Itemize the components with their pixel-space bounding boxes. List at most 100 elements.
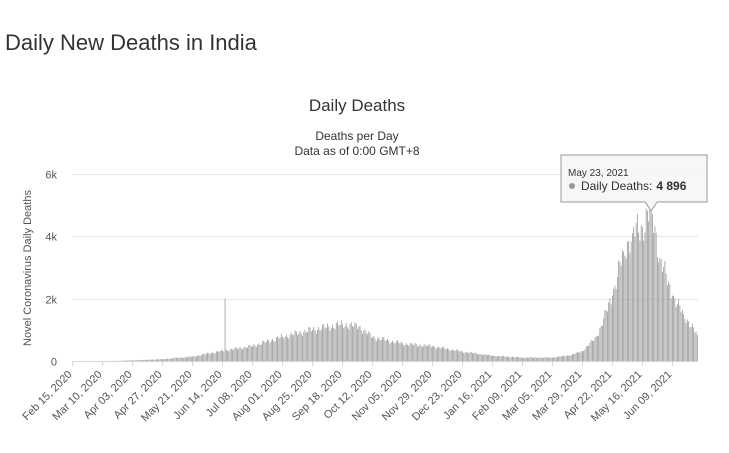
bar [227, 350, 228, 361]
bar [237, 349, 238, 361]
bar [490, 355, 492, 361]
bar [612, 295, 613, 361]
bar [200, 355, 202, 361]
bar [129, 360, 131, 361]
bar [179, 357, 181, 361]
bar [588, 345, 590, 361]
bar [138, 360, 140, 361]
bar [274, 341, 276, 361]
bar [165, 358, 167, 361]
bar [242, 349, 243, 361]
bar [132, 360, 133, 361]
bar [444, 348, 446, 361]
bar [392, 340, 393, 361]
bar [328, 326, 330, 361]
bar [154, 359, 156, 361]
bar [560, 356, 562, 361]
bar [130, 360, 132, 361]
bar [133, 360, 135, 361]
bar [530, 357, 532, 361]
bar [254, 345, 256, 361]
bar [691, 323, 693, 361]
bar [359, 326, 361, 361]
bar [557, 356, 558, 361]
bar [453, 350, 455, 361]
bar [637, 214, 638, 361]
bar [458, 351, 460, 361]
bar [250, 346, 252, 361]
bar [230, 348, 232, 361]
bar [639, 240, 641, 361]
bar [265, 341, 267, 361]
bar [309, 327, 311, 361]
bar [685, 323, 687, 361]
bar [498, 355, 500, 361]
bar [527, 357, 528, 361]
bar [474, 352, 476, 361]
bar [275, 337, 277, 361]
bar [470, 351, 472, 361]
bar [630, 241, 632, 361]
bar [150, 359, 152, 361]
bar [529, 357, 531, 361]
bar [495, 356, 497, 361]
bar [140, 360, 142, 361]
bar [503, 355, 505, 361]
bar [668, 281, 670, 361]
bar [487, 355, 488, 361]
bar [455, 349, 457, 361]
bar [517, 356, 518, 361]
bar [405, 343, 407, 361]
bar [403, 345, 405, 361]
bar [383, 337, 385, 361]
bar [175, 357, 177, 361]
bar [603, 318, 605, 361]
bar [693, 327, 695, 361]
bar [590, 339, 592, 361]
bar [666, 285, 668, 361]
bar [282, 336, 283, 361]
bar [583, 351, 585, 361]
bar [169, 358, 171, 361]
bar [554, 357, 556, 361]
bar [340, 320, 342, 361]
bar [285, 334, 287, 361]
bar [293, 334, 295, 361]
bar [352, 326, 353, 361]
bar [199, 355, 201, 361]
bar [397, 340, 398, 361]
bar [433, 345, 435, 361]
bar [604, 309, 606, 361]
bar [298, 333, 300, 361]
bar [528, 357, 530, 361]
bar [568, 355, 570, 361]
bar [408, 345, 410, 361]
bar [209, 353, 211, 361]
bar [489, 354, 491, 361]
bar [537, 357, 538, 361]
bar [323, 324, 325, 361]
bar [509, 357, 511, 361]
page-heading: Daily New Deaths in India [5, 30, 257, 55]
bar [185, 357, 187, 361]
bar [600, 325, 602, 361]
bar [522, 357, 523, 361]
bar [625, 258, 627, 361]
bar [263, 340, 265, 361]
bar [429, 344, 431, 361]
bar [654, 226, 656, 361]
bar [440, 348, 442, 361]
bar [475, 353, 477, 361]
bar [347, 327, 348, 361]
bar [350, 322, 352, 361]
bar [360, 330, 362, 361]
bar [597, 336, 598, 361]
bar [385, 340, 387, 361]
bar [262, 341, 263, 361]
bar [593, 341, 595, 361]
bar [357, 329, 358, 361]
bar [468, 353, 470, 361]
bar [257, 344, 258, 361]
chart-title: Daily Deaths [309, 96, 405, 115]
bar [423, 345, 425, 361]
